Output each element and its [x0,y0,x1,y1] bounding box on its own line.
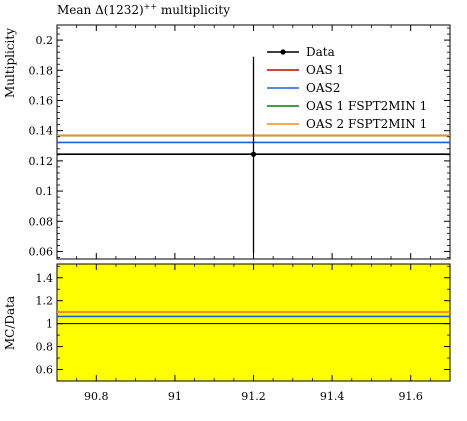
top-ytick-label: 0.12 [29,155,54,168]
legend-label: OAS 1 FSPT2MIN 1 [306,99,427,113]
chart-title: Mean Δ(1232)++ multiplicity [57,2,230,17]
legend-label: OAS2 [306,81,340,95]
chart-title-main: Mean Δ(1232) [57,3,144,17]
top-ytick-label: 0.2 [36,34,54,47]
ratio-ytick-label: 1.4 [36,272,54,285]
legend-label: OAS 1 [306,63,344,77]
top-panel-ticks: 0.06 0.08 0.1 0.12 0.14 0.16 0.18 0.2 [29,27,450,258]
ratio-panel-ylabel: MC/Data [3,296,17,350]
ratio-ytick-label: 0.6 [36,364,54,377]
legend-label: OAS 2 FSPT2MIN 1 [306,117,427,131]
top-ytick-label: 0.16 [29,94,54,107]
xtick-label: 91 [168,390,182,403]
legend-label: Data [306,45,335,59]
top-ytick-label: 0.08 [29,215,54,228]
xtick-label: 91.2 [241,390,266,403]
top-ytick-label: 0.1 [36,185,54,198]
top-ytick-label: 0.06 [29,245,54,258]
data-point-group [250,56,257,253]
top-ytick-label: 0.14 [29,125,54,138]
chart-title-superscript: ++ [144,2,157,11]
legend: Data OAS 1 OAS2 OAS 1 FSPT2MIN 1 OAS 2 FSPT2… [267,45,427,131]
ratio-ytick-label: 0.8 [36,341,54,354]
chart-title-rest: multiplicity [157,3,230,17]
ratio-ytick-label: 1.2 [36,295,54,308]
xtick-label: 91.6 [398,390,423,403]
x-axis-ticks: 90.8 91 91.2 91.4 91.6 [76,25,431,403]
legend-marker [280,49,286,55]
data-point-marker [250,151,257,157]
ratio-panel-series [57,311,450,325]
xtick-label: 90.8 [84,390,109,403]
ratio-uncertainty-band [57,264,450,381]
top-ytick-label: 0.18 [29,64,54,77]
ratio-ytick-label: 1 [46,318,53,331]
top-panel-ylabel: Multiplicity [3,28,17,98]
xtick-label: 91.4 [320,390,345,403]
